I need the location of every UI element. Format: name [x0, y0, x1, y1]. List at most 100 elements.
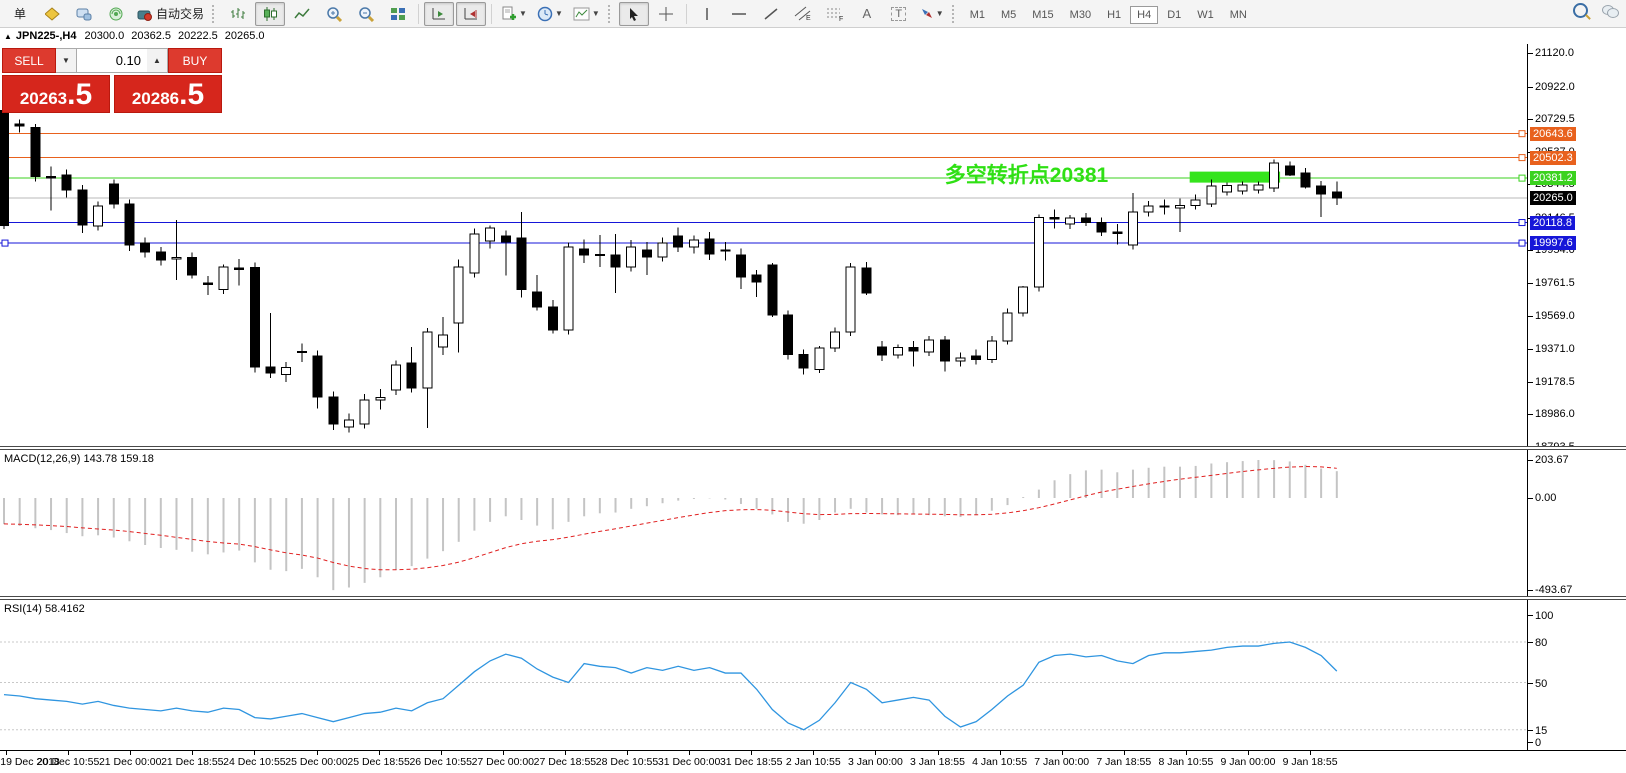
level-line-handle[interactable]: [1518, 154, 1526, 162]
candle-bullish: [218, 266, 229, 291]
time-tick-mark: [937, 751, 939, 755]
deposit-icon[interactable]: [37, 2, 67, 26]
time-tick-label: 4 Jan 10:55: [972, 756, 1028, 768]
channel-letter: E: [806, 15, 811, 21]
symbol-period-label: JPN225-,H4: [15, 30, 77, 42]
crosshair-tool-icon[interactable]: [651, 2, 681, 26]
timeframe-h1[interactable]: H1: [1107, 8, 1122, 21]
trendline-tool-icon[interactable]: [756, 2, 786, 26]
tile-windows-icon[interactable]: [383, 2, 413, 26]
toolbar-grip[interactable]: [212, 4, 217, 23]
timeframe-m5[interactable]: M5: [1000, 8, 1017, 21]
green-highlight-band[interactable]: [1189, 171, 1281, 183]
signals-icon[interactable]: [101, 2, 131, 26]
price-tick-label: 20922.0: [1535, 80, 1575, 93]
vertical-line-tool-icon[interactable]: [692, 2, 722, 26]
timeframe-w1[interactable]: W1: [1197, 8, 1214, 21]
candle-bearish: [1284, 165, 1295, 176]
candle-bearish: [767, 264, 778, 316]
toolbar-grip[interactable]: [951, 4, 957, 23]
rsi-indicator-pane: [0, 600, 1527, 750]
candle-bullish: [563, 246, 574, 331]
pivot-annotation-text[interactable]: 多空转折点20381: [945, 163, 1109, 187]
candle-bullish: [688, 239, 699, 248]
candle-bearish: [249, 267, 260, 368]
time-tick-label: 9 Jan 00:00: [1220, 756, 1276, 768]
buy-price-box[interactable]: 20286 .5: [114, 75, 222, 113]
timeframe-m15[interactable]: M15: [1032, 8, 1054, 21]
indicators-button[interactable]: ▼: [569, 2, 604, 26]
time-tick-label: 9 Jan 18:55: [1282, 756, 1338, 768]
bar-chart-mode-icon[interactable]: [223, 2, 253, 26]
horizontal-line-tool-icon[interactable]: [724, 2, 754, 26]
toolbar-grip[interactable]: [607, 4, 613, 23]
sell-button[interactable]: SELL: [2, 48, 56, 73]
text-label-tool-icon[interactable]: T: [884, 2, 914, 26]
new-order-button[interactable]: 单: [5, 2, 35, 26]
candle-bullish: [1033, 216, 1044, 288]
candle-bearish: [46, 175, 57, 179]
timeframe-h4[interactable]: H4: [1130, 5, 1159, 24]
fibonacci-tool-icon[interactable]: F: [820, 2, 850, 26]
candle-bearish: [783, 314, 793, 355]
candle-bearish: [704, 238, 715, 255]
arrows-tool-button[interactable]: ▼: [916, 2, 948, 26]
timeframe-mn[interactable]: MN: [1229, 8, 1247, 21]
equidistant-channel-tool-icon[interactable]: E: [788, 2, 818, 26]
time-tick-mark: [1061, 751, 1063, 755]
timeframe-m1[interactable]: M1: [969, 8, 985, 21]
chart-shift-icon[interactable]: [456, 1, 487, 26]
rsi-tick-mark: [1528, 615, 1533, 616]
candlestick-mode-icon[interactable]: [255, 1, 286, 26]
toolbar-right-group: [1573, 3, 1619, 18]
time-tick-mark: [6, 751, 7, 755]
candle-bearish: [202, 282, 213, 286]
sell-price-box[interactable]: 20263 .5: [2, 75, 110, 113]
collapse-arrow-icon[interactable]: ▲: [4, 31, 12, 41]
line-chart-mode-icon[interactable]: [287, 2, 317, 26]
time-axis: 19 Dec 2018 20 Dec 10:55 21 Dec 00:00 21 De…: [0, 750, 1626, 773]
candle-bullish: [1175, 204, 1185, 209]
rsi-tick-mark: [1528, 729, 1533, 731]
accounts-icon[interactable]: [69, 2, 99, 26]
autotrading-button[interactable]: 自动交易: [133, 2, 208, 26]
volume-input[interactable]: 0.10: [77, 48, 147, 73]
search-icon[interactable]: [1573, 3, 1588, 18]
candle-bullish: [720, 249, 731, 252]
timeframe-m30[interactable]: M30: [1069, 8, 1092, 21]
level-line-handle[interactable]: [1518, 239, 1526, 247]
candle-bearish: [234, 267, 245, 270]
pane-splitter[interactable]: [0, 446, 1626, 450]
candle-bullish: [1222, 185, 1233, 193]
zoom-out-icon[interactable]: [351, 2, 381, 26]
candle-bullish: [924, 339, 935, 353]
volume-decrease-button[interactable]: ▼: [56, 48, 77, 73]
volume-increase-button[interactable]: ▲: [147, 48, 168, 73]
time-tick-mark: [875, 751, 877, 755]
buy-button[interactable]: BUY: [168, 48, 222, 73]
candle-bearish: [939, 339, 950, 362]
cursor-tool-icon[interactable]: [618, 1, 649, 26]
candle-bullish: [845, 266, 856, 333]
new-chart-button[interactable]: ▼: [497, 2, 531, 26]
level-line-handle[interactable]: [1518, 219, 1526, 227]
periodicity-button[interactable]: ▼: [533, 2, 567, 26]
time-tick-label: 2 Jan 10:55: [785, 756, 841, 768]
level-line-handle[interactable]: [1518, 174, 1526, 182]
price-axis: 21120.020922.020729.520537.020344.520146…: [1527, 44, 1626, 750]
level-price-badge: 20381.2: [1530, 171, 1576, 186]
level-line-handle[interactable]: [1518, 130, 1526, 138]
time-tick-label: 25 Dec 18:55: [347, 756, 410, 768]
auto-scroll-icon[interactable]: [424, 1, 455, 26]
zoom-in-icon[interactable]: [319, 2, 349, 26]
chat-icon[interactable]: [1602, 5, 1619, 18]
level-line-handle[interactable]: [1, 239, 9, 247]
candle-bullish: [469, 233, 480, 274]
buy-price-frac: .5: [179, 78, 205, 111]
time-tick-label: 7 Jan 00:00: [1034, 756, 1090, 768]
text-tool-icon[interactable]: A: [862, 6, 872, 21]
pane-splitter[interactable]: [0, 596, 1626, 600]
timeframe-d1[interactable]: D1: [1167, 8, 1182, 21]
time-tick-mark: [440, 751, 442, 755]
